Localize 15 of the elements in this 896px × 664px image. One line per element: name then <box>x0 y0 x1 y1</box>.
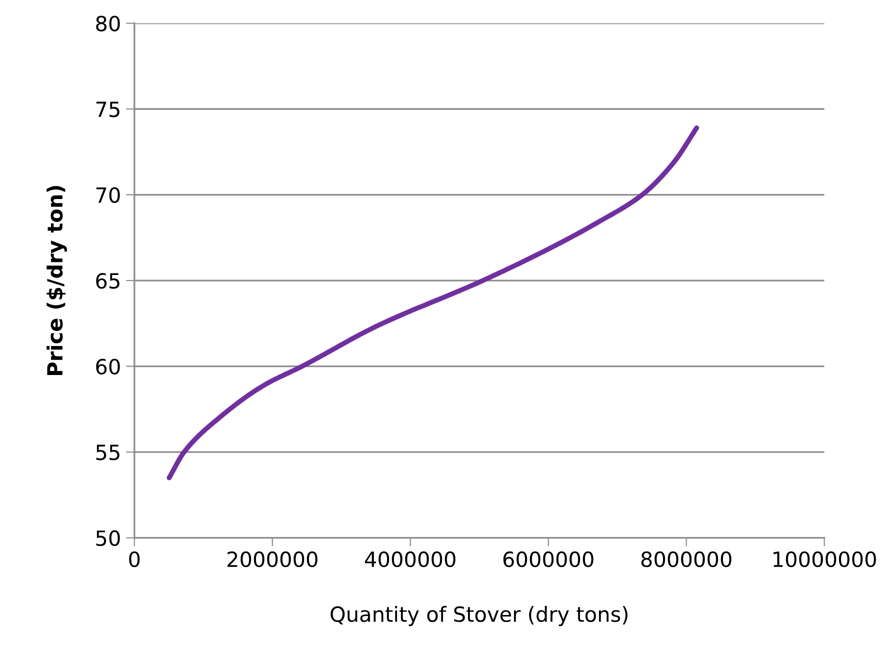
x-tick-label: 6000000 <box>503 551 594 568</box>
x-tick-label: 0 <box>129 551 140 568</box>
x-tick-label: 10000000 <box>774 551 876 568</box>
y-tick-label: 55 <box>96 444 120 460</box>
y-axis-title: Price ($/dry ton) <box>46 186 67 375</box>
y-tick-label: 80 <box>96 16 120 32</box>
y-tick-label: 60 <box>96 358 120 375</box>
y-tick-label: 50 <box>96 530 120 546</box>
x-tick-label: 4000000 <box>364 551 456 568</box>
y-tick-label: 65 <box>96 272 120 289</box>
x-axis-title: Quantity of Stover (dry tons) <box>330 606 628 626</box>
x-tick-label: 8000000 <box>641 551 732 568</box>
y-tick-label: 70 <box>96 187 120 203</box>
x-tick-label: 2000000 <box>228 551 318 568</box>
y-tick-label: 75 <box>96 102 120 118</box>
